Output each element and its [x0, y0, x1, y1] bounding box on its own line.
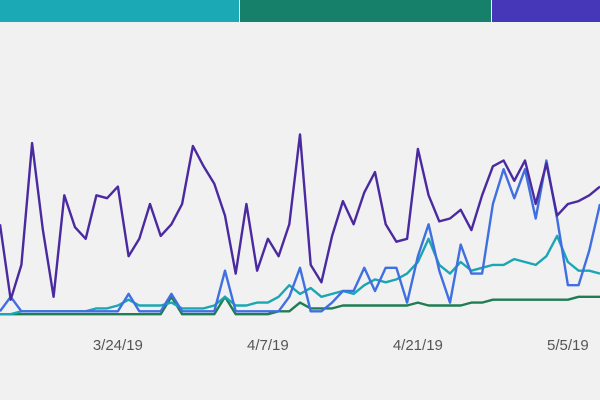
- tab[interactable]: [0, 0, 239, 22]
- tab[interactable]: [492, 0, 600, 22]
- x-tick-label: 3/24/19: [93, 337, 143, 354]
- series-line: [0, 159, 600, 313]
- x-tick-label: 4/7/19: [247, 337, 289, 354]
- x-tick-label: 5/5/19: [547, 337, 589, 354]
- series-line: [0, 234, 600, 316]
- tab[interactable]: [240, 0, 491, 22]
- series-line: [0, 133, 600, 301]
- series-line: [0, 295, 600, 316]
- x-tick-label: 4/21/19: [393, 337, 443, 354]
